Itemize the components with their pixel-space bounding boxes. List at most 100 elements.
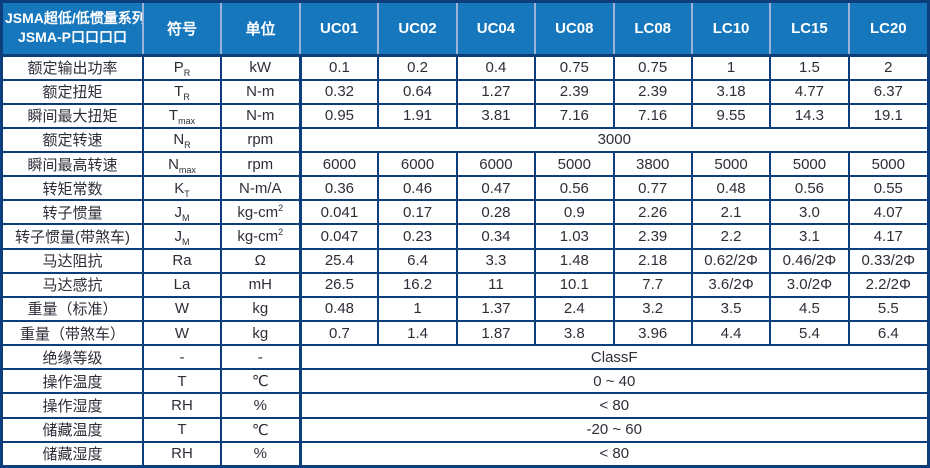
row-label: 绝缘等级 — [3, 345, 144, 371]
spec-value: 6.4 — [848, 321, 927, 347]
spec-value: 0.47 — [456, 176, 537, 202]
header-row: JSMA超低/低惯量系列 JSMA-P口口口口 符号 单位 UC01 UC02 … — [3, 3, 927, 57]
column-header-model: LC10 — [691, 3, 772, 57]
column-header-model: LC20 — [848, 3, 927, 57]
column-header-unit: 单位 — [221, 3, 301, 57]
row-label: 转矩常数 — [3, 176, 144, 202]
row-label: 马达感抗 — [3, 272, 144, 298]
spec-row: 额定扭矩 TR N-m 0.32 0.64 1.27 2.39 2.39 3.18 4.77 6.3… — [3, 79, 927, 105]
spec-row: 额定转速 NR rpm 3000 — [3, 127, 927, 154]
spec-value: 14.3 — [770, 103, 850, 129]
row-symbol: PR — [143, 55, 222, 81]
spec-row: 马达感抗 La mH 26.5 16.2 11 10.1 7.7 3.6/2Φ 3.0/2Φ 2.2… — [3, 272, 927, 298]
spec-row: 转矩常数 KT N-m/A 0.36 0.46 0.47 0.56 0.77 0.48 0.56 0… — [3, 176, 927, 202]
row-label: 操作湿度 — [3, 393, 144, 419]
spec-value: 3.0/2Φ — [770, 272, 850, 298]
spec-value: 6.4 — [378, 248, 458, 274]
row-unit: kg — [221, 296, 302, 323]
spec-value: 1.87 — [456, 321, 537, 347]
column-header-model: UC04 — [456, 3, 537, 57]
spec-value: 0.34 — [456, 224, 537, 250]
row-symbol: - — [143, 345, 222, 371]
spec-value: 2.39 — [613, 79, 693, 105]
spec-value-merged: ClassF — [300, 345, 927, 371]
spec-value: 2.1 — [691, 200, 772, 226]
spec-value: 0.28 — [456, 200, 537, 226]
row-unit: N-m — [221, 79, 302, 105]
spec-value: 0.4 — [456, 55, 537, 81]
row-label: 操作温度 — [3, 369, 144, 395]
spec-value: 3.3 — [456, 248, 537, 274]
spec-value: 0.23 — [378, 224, 458, 250]
column-header-symbol: 符号 — [143, 3, 222, 57]
symbol-subscript: R — [184, 140, 191, 151]
row-symbol: RH — [143, 441, 222, 465]
spec-value: 4.5 — [770, 296, 850, 323]
symbol-subscript: M — [182, 237, 190, 248]
row-label: 额定输出功率 — [3, 55, 144, 81]
spec-value: 2 — [848, 55, 927, 81]
spec-value: 9.55 — [691, 103, 772, 129]
row-unit: - — [221, 345, 302, 371]
spec-value: 1 — [691, 55, 772, 81]
spec-value: 3.81 — [456, 103, 537, 129]
column-header-model: UC01 — [300, 3, 380, 57]
spec-value: 6.37 — [848, 79, 927, 105]
table-body: 额定输出功率 PR kW 0.1 0.2 0.4 0.75 0.75 1 1.5 2 额定扭矩 TR N-… — [3, 55, 927, 465]
spec-value: 3800 — [613, 152, 693, 178]
spec-value: 5000 — [770, 152, 850, 178]
spec-row: 转子惯量(带煞车) JM kg-cm2 0.047 0.23 0.34 1.03 2.39 2.… — [3, 224, 927, 250]
spec-value: 0.32 — [300, 79, 380, 105]
spec-value: 5.5 — [848, 296, 927, 323]
spec-value-merged: 3000 — [300, 127, 927, 154]
spec-value: 0.48 — [691, 176, 772, 202]
row-unit: Ω — [221, 248, 302, 274]
spec-value: 1.03 — [535, 224, 615, 250]
spec-value: 3.5 — [691, 296, 772, 323]
spec-value: 11 — [456, 272, 537, 298]
row-symbol: Tmax — [143, 103, 222, 129]
row-label: 重量（标准） — [3, 296, 144, 323]
spec-value-merged: -20 ~ 60 — [300, 417, 927, 443]
column-header-model: UC02 — [378, 3, 458, 57]
spec-value: 0.041 — [300, 200, 380, 226]
symbol-subscript: max — [178, 164, 196, 175]
row-label: 瞬间最大扭矩 — [3, 103, 144, 129]
spec-value: 0.56 — [770, 176, 850, 202]
spec-value: 2.4 — [535, 296, 615, 323]
symbol-subscript: R — [183, 68, 191, 79]
spec-value: 1.27 — [456, 79, 537, 105]
column-header-model: LC15 — [770, 3, 850, 57]
symbol-subscript: max — [178, 116, 196, 127]
spec-value: 5000 — [848, 152, 927, 178]
spec-row: 操作温度 T ℃ 0 ~ 40 — [3, 369, 927, 395]
spec-value: 7.16 — [613, 103, 693, 129]
spec-value: 5000 — [535, 152, 615, 178]
row-label: 额定转速 — [3, 127, 144, 154]
row-symbol: RH — [143, 393, 222, 419]
spec-row: 储藏温度 T ℃ -20 ~ 60 — [3, 417, 927, 443]
spec-value: 0.64 — [378, 79, 458, 105]
spec-value: 0.95 — [300, 103, 380, 129]
spec-value: 0.7 — [300, 321, 380, 347]
row-symbol: Nmax — [143, 152, 222, 178]
spec-value: 0.75 — [613, 55, 693, 81]
row-label: 重量（带煞车） — [3, 321, 144, 347]
row-unit: rpm — [221, 127, 302, 154]
spec-value: 0.33/2Φ — [848, 248, 927, 274]
row-label: 额定扭矩 — [3, 79, 144, 105]
spec-value: 7.7 — [613, 272, 693, 298]
unit-superscript: 2 — [278, 202, 284, 213]
spec-value: 26.5 — [300, 272, 380, 298]
spec-value: 1.91 — [378, 103, 458, 129]
spec-value: 10.1 — [535, 272, 615, 298]
row-label: 马达阻抗 — [3, 248, 144, 274]
spec-row: 马达阻抗 Ra Ω 25.4 6.4 3.3 1.48 2.18 0.62/2Φ 0.46/2Φ 0… — [3, 248, 927, 274]
spec-value: 0.46 — [378, 176, 458, 202]
spec-value: 7.16 — [535, 103, 615, 129]
spec-row: 操作湿度 RH% < 80 — [3, 393, 927, 419]
spec-value: 0.56 — [535, 176, 615, 202]
column-header-model: UC08 — [535, 3, 615, 57]
